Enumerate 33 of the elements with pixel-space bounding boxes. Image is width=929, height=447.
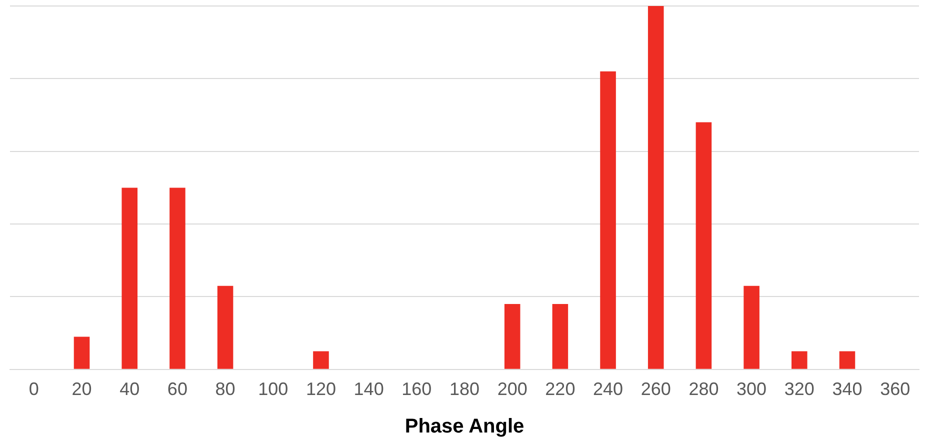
x-tick-label: 40 [120, 379, 140, 400]
x-tick-label: 20 [72, 379, 92, 400]
bar [648, 6, 664, 369]
x-tick-label: 160 [402, 379, 432, 400]
x-axis-title: Phase Angle [404, 416, 524, 438]
bar [504, 304, 520, 369]
x-tick-label: 260 [640, 379, 671, 400]
x-tick-label: 180 [449, 379, 480, 400]
bar [792, 351, 808, 369]
bar [122, 188, 138, 369]
x-tick-label: 100 [258, 379, 288, 400]
x-tick-label: 120 [306, 379, 336, 400]
bar [839, 351, 856, 369]
x-tick-label: 200 [497, 379, 528, 400]
bar [217, 286, 234, 369]
x-tick-label: 340 [832, 379, 862, 400]
x-tick-label: 360 [880, 379, 910, 400]
x-tick-label: 220 [545, 379, 576, 400]
x-tick-label: 140 [354, 379, 384, 400]
x-tick-label: 320 [784, 379, 814, 400]
x-tick-label: 300 [736, 379, 767, 400]
x-tick-label: 80 [215, 379, 236, 400]
bar [74, 336, 90, 369]
x-tick-label: 240 [593, 379, 624, 400]
bar [600, 71, 616, 369]
bar [744, 286, 760, 369]
x-tick-label: 280 [688, 379, 719, 400]
x-tick-label: 60 [167, 379, 188, 400]
bar [313, 351, 329, 369]
bar [170, 188, 186, 369]
bar [696, 122, 712, 369]
bar [552, 304, 568, 369]
x-tick-label: 0 [28, 379, 39, 400]
